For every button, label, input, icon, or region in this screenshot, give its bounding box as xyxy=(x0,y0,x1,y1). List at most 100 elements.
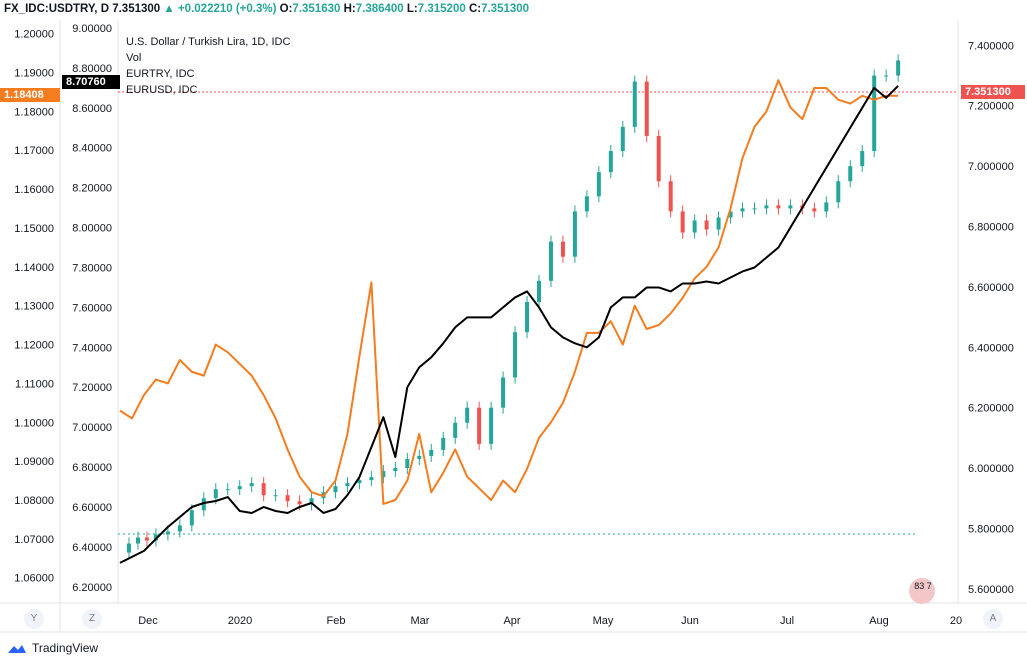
usdtry-candle xyxy=(165,531,170,535)
flag-icon xyxy=(909,578,935,604)
usdtry-candle xyxy=(405,458,410,469)
eurusd-tick-label: 1.09000 xyxy=(14,456,54,468)
usdtry-candle xyxy=(896,60,901,76)
eurusd-tick-label: 1.11000 xyxy=(15,378,54,390)
eurtry-tick-label: 6.60000 xyxy=(72,502,112,514)
eurusd-tick-label: 1.12000 xyxy=(14,340,54,352)
grid xyxy=(0,20,1027,633)
eurusd-axis: 1.20000 1.19000 1.18000 1.17000 1.16000 1.150… xyxy=(14,29,54,585)
usdtry-candle xyxy=(135,537,140,544)
series-layer: 83 7 xyxy=(118,54,958,604)
usdtry-candle xyxy=(309,498,314,505)
scale-button-right[interactable]: A xyxy=(983,609,1003,629)
usdtry-tick-label: 6.800000 xyxy=(968,222,1014,234)
usdtry-candle xyxy=(632,81,637,127)
legend-eurusd[interactable]: EURUSD, IDC xyxy=(126,84,198,96)
usdtry-candle xyxy=(501,377,506,408)
usdtry-candle xyxy=(513,332,518,378)
x-tick-label: Dec xyxy=(138,615,158,627)
usdtry-candle xyxy=(680,211,685,233)
usdtry-tick-label: 6.000000 xyxy=(968,463,1014,475)
usdtry-candle xyxy=(453,422,458,438)
usdtry-candle xyxy=(572,211,577,257)
usdtry-candle xyxy=(177,525,182,532)
open-value: 7.351630 xyxy=(292,3,341,15)
usdtry-tick-label: 7.400000 xyxy=(968,40,1014,52)
eurusd-tick-label: 1.07000 xyxy=(14,534,54,546)
eurusd-tick-label: 1.10000 xyxy=(14,417,54,429)
symbol-name: FX_IDC:USDTRY, D xyxy=(4,3,109,15)
usdtry-tick-label: 5.600000 xyxy=(968,584,1014,596)
last-price: 7.351300 xyxy=(112,3,161,15)
eurusd-tick-label: 1.15000 xyxy=(14,223,54,235)
usdtry-candle xyxy=(824,202,829,212)
scale-button-left-outer[interactable]: Y xyxy=(24,609,44,629)
eurusd-tick-label: 1.06000 xyxy=(14,573,54,585)
usdtry-candle xyxy=(213,489,218,499)
eurusd-tick-label: 1.08000 xyxy=(14,495,54,507)
eurtry-line xyxy=(119,85,899,564)
high-label: H: xyxy=(343,3,356,15)
x-axis: Dec 2020 Feb Mar Apr May Jun Jul Aug 20 xyxy=(138,615,962,627)
usdtry-candle xyxy=(776,205,781,209)
low-label: L: xyxy=(406,3,418,15)
usdtry-candle xyxy=(716,217,721,230)
high-value: 7.386400 xyxy=(355,3,404,15)
x-tick-label: Feb xyxy=(327,615,346,627)
eurusd-tick-label: 1.17000 xyxy=(14,145,54,157)
usdtry-candle xyxy=(644,81,649,136)
eurtry-tick-label: 7.60000 xyxy=(72,302,112,314)
eurtry-tick-label: 8.60000 xyxy=(72,103,112,115)
eurtry-tick-label: 8.20000 xyxy=(72,183,112,195)
usdtry-candle xyxy=(656,135,661,182)
x-tick-label: May xyxy=(593,615,614,627)
eurtry-tick-label: 6.40000 xyxy=(72,542,112,554)
x-tick-label: Mar xyxy=(411,615,430,627)
usdtry-candles xyxy=(126,54,901,559)
usdtry-candle xyxy=(225,489,230,491)
open-label: O: xyxy=(279,3,293,15)
usdtry-candle xyxy=(560,241,565,257)
usdtry-axis: 7.400000 7.200000 7.000000 6.800000 6.600000… xyxy=(968,40,1014,595)
eurtry-tick-label: 7.00000 xyxy=(72,422,112,434)
usdtry-tick-label: 5.800000 xyxy=(968,523,1014,535)
usdtry-candle xyxy=(465,407,470,423)
eurtry-tick-label: 8.80000 xyxy=(72,63,112,75)
usdtry-candle xyxy=(477,407,482,444)
usdtry-candle xyxy=(752,208,757,210)
usdtry-candle xyxy=(836,181,841,203)
usdtry-tick-label: 6.200000 xyxy=(968,403,1014,415)
symbol-header: FX_IDC:USDTRY, D 7.351300 ▲ +0.022210 (+… xyxy=(4,3,529,15)
chart-legend: U.S. Dollar / Turkish Lira, 1D, IDC Vol … xyxy=(126,34,290,98)
x-tick-label: Jul xyxy=(780,615,794,627)
legend-eurtry[interactable]: EURTRY, IDC xyxy=(126,68,195,80)
usdtry-candle xyxy=(872,75,877,152)
usdtry-tick-label: 6.600000 xyxy=(968,282,1014,294)
usdtry-candle xyxy=(489,407,494,444)
eurusd-tick-label: 1.19000 xyxy=(14,67,54,79)
usdtry-candle xyxy=(126,543,131,553)
usdtry-candle xyxy=(584,196,589,212)
usdtry-candle xyxy=(429,449,434,456)
eurusd-tick-label: 1.13000 xyxy=(14,301,54,313)
usdtry-candle xyxy=(273,495,278,497)
usdtry-candle xyxy=(596,172,601,197)
usdtry-candle xyxy=(153,534,158,541)
eurtry-tick-label: 6.20000 xyxy=(72,582,112,594)
usdtry-candle xyxy=(537,280,541,302)
usdtry-candle xyxy=(381,471,386,478)
close-value: 7.351300 xyxy=(481,3,530,15)
usdtry-candle xyxy=(345,483,350,487)
usdtry-candle xyxy=(144,537,149,541)
eurtry-tick-label: 8.00000 xyxy=(72,223,112,235)
usdtry-candle xyxy=(417,455,422,459)
usdtry-candle xyxy=(333,486,338,493)
usdtry-candle xyxy=(860,151,865,167)
usdtry-candle xyxy=(237,486,242,490)
tradingview-logo[interactable]: TradingView xyxy=(6,641,98,655)
usdtry-tick-label: 6.400000 xyxy=(968,342,1014,354)
usdtry-candle xyxy=(548,241,553,281)
scale-button-left-inner[interactable]: Z xyxy=(82,609,102,629)
legend-vol[interactable]: Vol xyxy=(126,52,142,64)
